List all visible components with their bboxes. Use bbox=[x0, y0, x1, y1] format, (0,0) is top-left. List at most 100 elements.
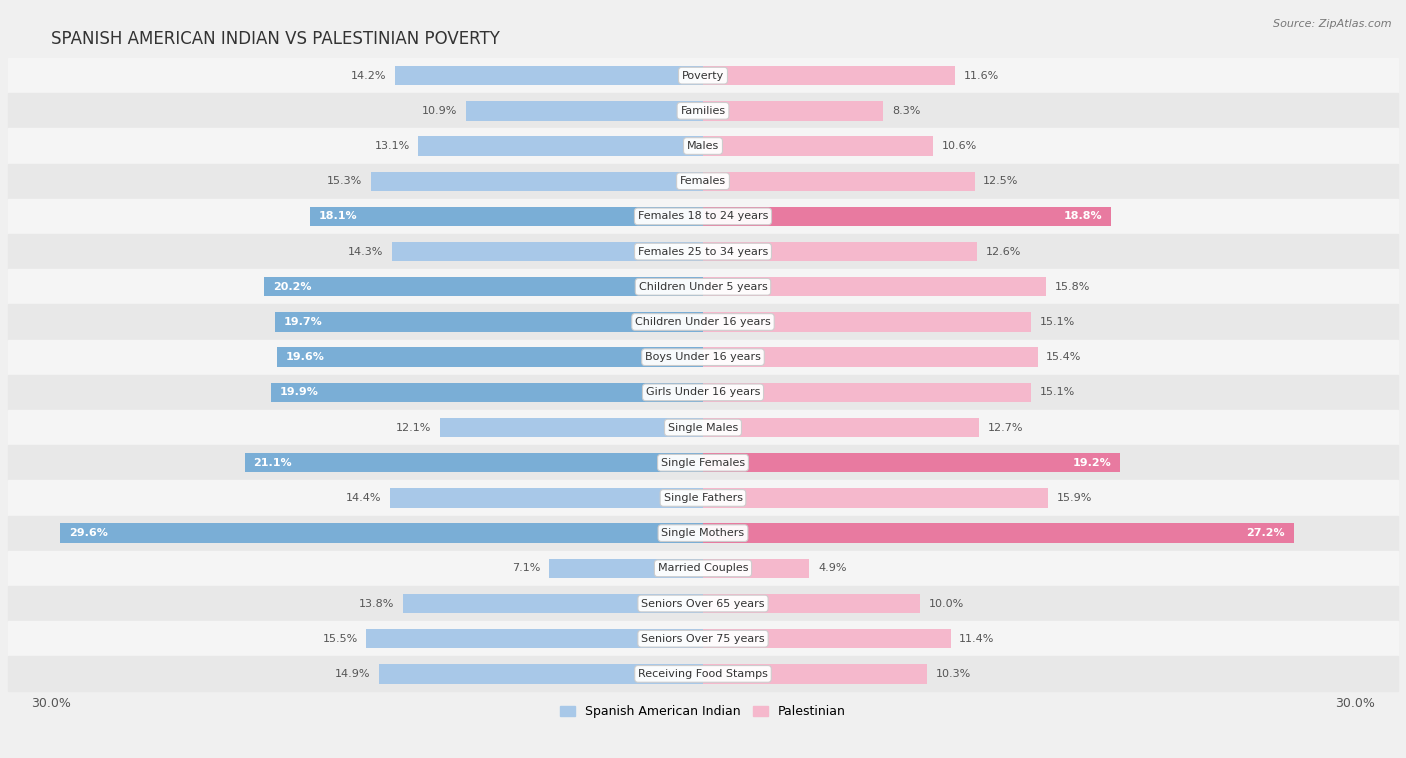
Bar bbox=[8, 199, 1398, 234]
Text: Females 18 to 24 years: Females 18 to 24 years bbox=[638, 211, 768, 221]
Text: 14.3%: 14.3% bbox=[349, 246, 384, 257]
Text: Children Under 16 years: Children Under 16 years bbox=[636, 317, 770, 327]
Text: 15.1%: 15.1% bbox=[1039, 317, 1076, 327]
Bar bbox=[703, 347, 1038, 367]
Bar bbox=[8, 515, 1398, 551]
Text: 12.6%: 12.6% bbox=[986, 246, 1021, 257]
Text: 15.4%: 15.4% bbox=[1046, 352, 1081, 362]
Bar bbox=[703, 559, 810, 578]
Bar bbox=[245, 453, 703, 472]
Text: 27.2%: 27.2% bbox=[1247, 528, 1285, 538]
Bar bbox=[60, 524, 703, 543]
Text: 21.1%: 21.1% bbox=[253, 458, 292, 468]
Text: Females 25 to 34 years: Females 25 to 34 years bbox=[638, 246, 768, 257]
Bar bbox=[8, 586, 1398, 621]
Text: Seniors Over 75 years: Seniors Over 75 years bbox=[641, 634, 765, 644]
Text: 15.3%: 15.3% bbox=[326, 176, 361, 186]
Text: 12.5%: 12.5% bbox=[983, 176, 1018, 186]
Bar bbox=[8, 481, 1398, 515]
Text: 10.3%: 10.3% bbox=[935, 669, 970, 679]
Bar bbox=[703, 277, 1046, 296]
Bar bbox=[8, 410, 1398, 445]
Bar bbox=[391, 488, 703, 508]
Text: 20.2%: 20.2% bbox=[273, 282, 311, 292]
Text: 15.8%: 15.8% bbox=[1054, 282, 1090, 292]
Bar bbox=[419, 136, 703, 155]
Bar bbox=[271, 383, 703, 402]
Text: Females: Females bbox=[681, 176, 725, 186]
Bar bbox=[703, 171, 974, 191]
Text: 11.6%: 11.6% bbox=[963, 70, 998, 80]
Text: 29.6%: 29.6% bbox=[69, 528, 108, 538]
Bar bbox=[8, 656, 1398, 691]
Text: Single Mothers: Single Mothers bbox=[661, 528, 745, 538]
Text: Married Couples: Married Couples bbox=[658, 563, 748, 573]
Bar bbox=[703, 664, 927, 684]
Text: Families: Families bbox=[681, 106, 725, 116]
Text: 8.3%: 8.3% bbox=[891, 106, 921, 116]
Text: Males: Males bbox=[688, 141, 718, 151]
Text: 12.1%: 12.1% bbox=[396, 422, 432, 433]
Text: 15.1%: 15.1% bbox=[1039, 387, 1076, 397]
Bar bbox=[8, 340, 1398, 374]
Bar bbox=[8, 551, 1398, 586]
Text: Boys Under 16 years: Boys Under 16 years bbox=[645, 352, 761, 362]
Bar bbox=[367, 629, 703, 648]
Bar bbox=[703, 242, 977, 262]
Bar bbox=[264, 277, 703, 296]
Text: Single Fathers: Single Fathers bbox=[664, 493, 742, 503]
Text: SPANISH AMERICAN INDIAN VS PALESTINIAN POVERTY: SPANISH AMERICAN INDIAN VS PALESTINIAN P… bbox=[52, 30, 501, 49]
Bar bbox=[703, 453, 1121, 472]
Text: 13.1%: 13.1% bbox=[374, 141, 409, 151]
Text: 11.4%: 11.4% bbox=[959, 634, 994, 644]
Text: 15.9%: 15.9% bbox=[1057, 493, 1092, 503]
Text: 18.8%: 18.8% bbox=[1064, 211, 1102, 221]
Bar bbox=[8, 445, 1398, 481]
Bar bbox=[548, 559, 703, 578]
Text: Single Females: Single Females bbox=[661, 458, 745, 468]
Bar bbox=[703, 136, 934, 155]
Text: Children Under 5 years: Children Under 5 years bbox=[638, 282, 768, 292]
Bar bbox=[703, 207, 1111, 226]
Text: 19.6%: 19.6% bbox=[285, 352, 325, 362]
Bar bbox=[395, 66, 703, 86]
Bar bbox=[371, 171, 703, 191]
Text: 18.1%: 18.1% bbox=[319, 211, 357, 221]
Bar bbox=[8, 93, 1398, 128]
Bar bbox=[276, 312, 703, 332]
Text: Poverty: Poverty bbox=[682, 70, 724, 80]
Text: 7.1%: 7.1% bbox=[512, 563, 540, 573]
Legend: Spanish American Indian, Palestinian: Spanish American Indian, Palestinian bbox=[555, 700, 851, 723]
Bar bbox=[703, 629, 950, 648]
Text: 10.0%: 10.0% bbox=[929, 599, 965, 609]
Bar bbox=[467, 101, 703, 121]
Text: Seniors Over 65 years: Seniors Over 65 years bbox=[641, 599, 765, 609]
Bar bbox=[703, 312, 1031, 332]
Text: 19.9%: 19.9% bbox=[280, 387, 318, 397]
Text: 19.7%: 19.7% bbox=[284, 317, 322, 327]
Text: 12.7%: 12.7% bbox=[987, 422, 1024, 433]
Text: 14.4%: 14.4% bbox=[346, 493, 381, 503]
Bar bbox=[703, 383, 1031, 402]
Bar bbox=[380, 664, 703, 684]
Text: 4.9%: 4.9% bbox=[818, 563, 846, 573]
Text: 19.2%: 19.2% bbox=[1073, 458, 1111, 468]
Text: 14.2%: 14.2% bbox=[350, 70, 385, 80]
Bar bbox=[703, 594, 920, 613]
Text: 10.6%: 10.6% bbox=[942, 141, 977, 151]
Bar bbox=[8, 128, 1398, 164]
Text: 13.8%: 13.8% bbox=[359, 599, 395, 609]
Bar bbox=[309, 207, 703, 226]
Bar bbox=[8, 58, 1398, 93]
Bar bbox=[703, 524, 1294, 543]
Text: 15.5%: 15.5% bbox=[322, 634, 357, 644]
Bar bbox=[703, 418, 979, 437]
Text: Single Males: Single Males bbox=[668, 422, 738, 433]
Bar bbox=[8, 374, 1398, 410]
Bar bbox=[8, 164, 1398, 199]
Text: 14.9%: 14.9% bbox=[335, 669, 371, 679]
Bar bbox=[703, 66, 955, 86]
Bar bbox=[8, 305, 1398, 340]
Bar bbox=[392, 242, 703, 262]
Bar bbox=[8, 269, 1398, 305]
